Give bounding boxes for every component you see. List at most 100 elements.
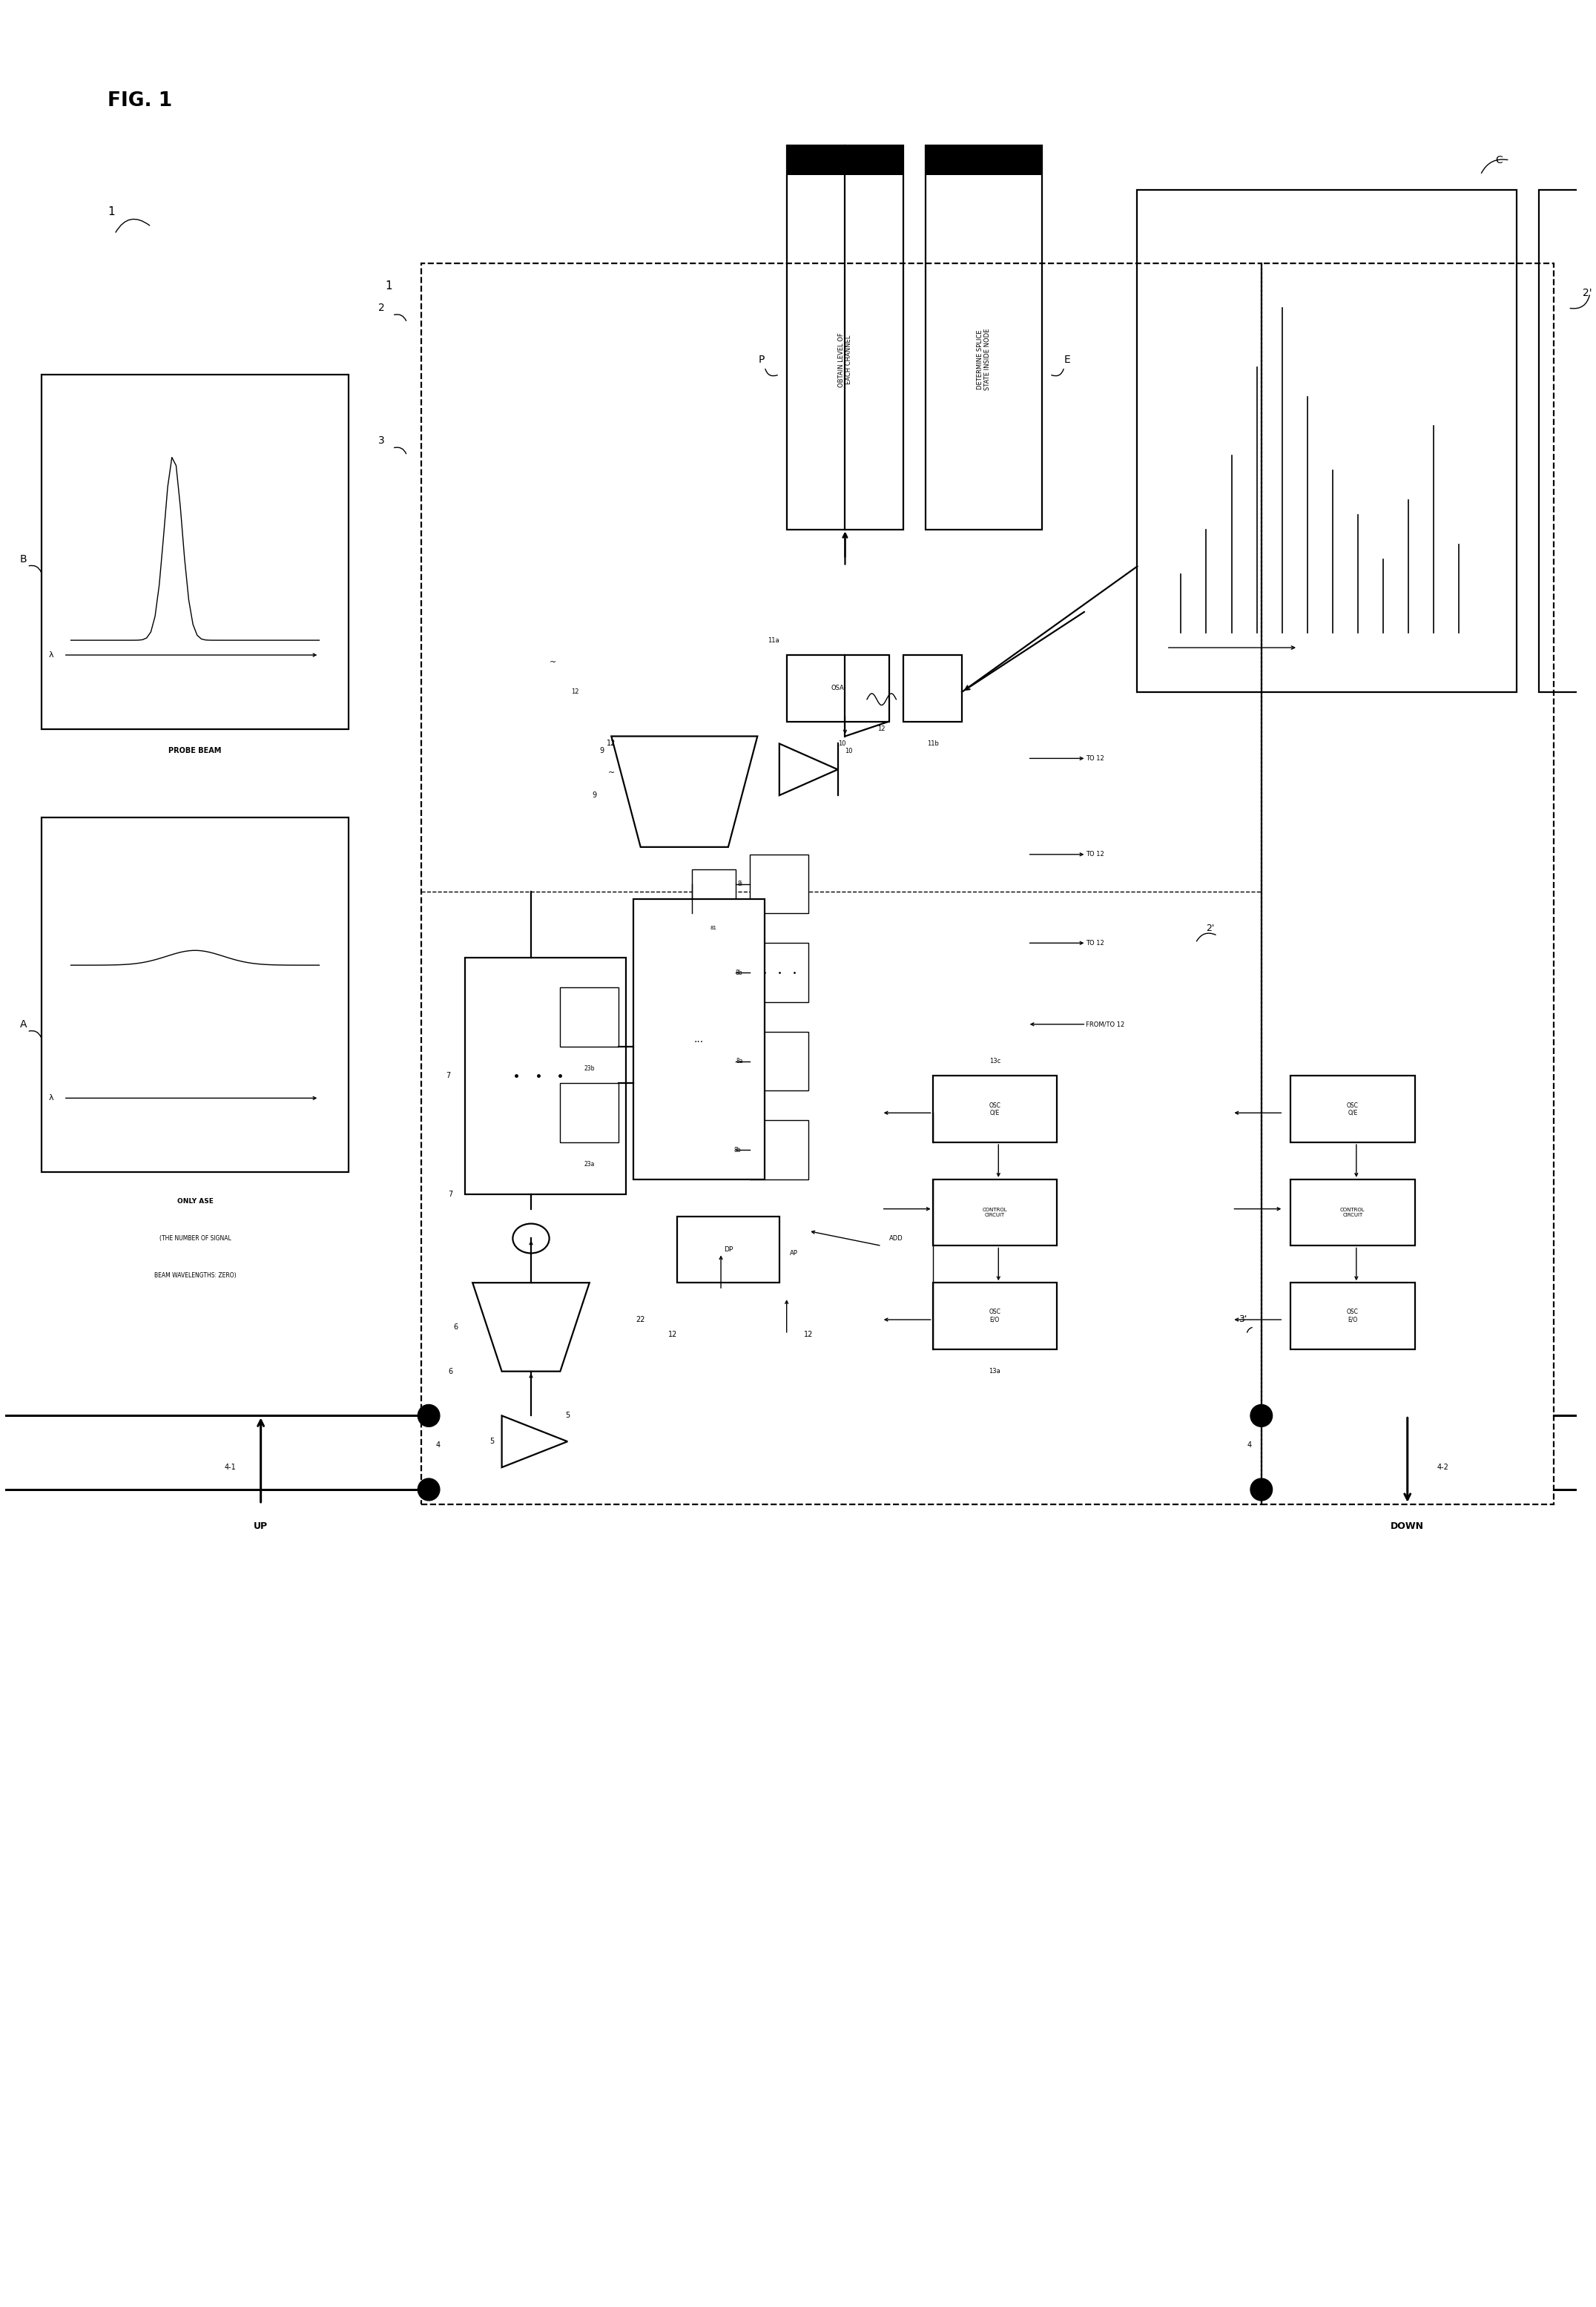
Text: 8i: 8i <box>737 881 742 888</box>
Bar <box>750 1121 809 1179</box>
Text: 11b: 11b <box>927 741 938 747</box>
Text: ONLY ASE: ONLY ASE <box>177 1197 214 1204</box>
Text: 12: 12 <box>667 1331 677 1338</box>
Bar <box>1539 189 1596 692</box>
Bar <box>787 145 903 531</box>
Bar <box>466 957 626 1195</box>
Text: 23a: 23a <box>584 1160 595 1167</box>
Bar <box>634 900 764 1179</box>
Bar <box>932 1179 1057 1246</box>
Text: (THE NUMBER OF SIGNAL: (THE NUMBER OF SIGNAL <box>160 1234 231 1241</box>
Text: λ: λ <box>49 651 54 660</box>
Bar <box>750 944 809 1001</box>
Bar <box>787 145 903 175</box>
Bar <box>932 1075 1057 1142</box>
Text: BEAM WAVELENGTHS: ZERO): BEAM WAVELENGTHS: ZERO) <box>155 1271 236 1278</box>
Text: 7: 7 <box>445 1073 450 1080</box>
Text: 5: 5 <box>490 1437 495 1444</box>
Bar <box>1291 1075 1414 1142</box>
Text: TO 12: TO 12 <box>1087 851 1104 858</box>
Bar <box>41 817 348 1172</box>
Text: DP: DP <box>723 1246 733 1253</box>
Text: ~: ~ <box>608 771 614 777</box>
Bar <box>926 145 1042 175</box>
Text: 3': 3' <box>1238 1315 1246 1324</box>
Text: 4: 4 <box>436 1442 440 1449</box>
Text: 8a: 8a <box>736 1059 742 1064</box>
Bar <box>750 854 809 914</box>
Text: DOWN: DOWN <box>1390 1523 1424 1532</box>
Text: 9: 9 <box>592 791 597 798</box>
Text: TO 12: TO 12 <box>1087 754 1104 761</box>
Text: 22: 22 <box>635 1315 645 1324</box>
Text: 12: 12 <box>878 724 886 731</box>
Text: 1: 1 <box>385 279 393 291</box>
Circle shape <box>1250 1405 1272 1426</box>
Text: E: E <box>1065 355 1071 365</box>
Text: 11a: 11a <box>768 637 779 644</box>
Text: 5: 5 <box>565 1412 570 1419</box>
Text: 12: 12 <box>571 687 579 694</box>
Bar <box>1138 189 1518 692</box>
Text: 8b-: 8b- <box>734 1147 742 1154</box>
Bar <box>932 1283 1057 1350</box>
Text: C: C <box>1495 155 1502 166</box>
Text: OBTAIN LEVEL OF
EACH CHANNEL: OBTAIN LEVEL OF EACH CHANNEL <box>838 332 852 388</box>
Text: OSC
O/E: OSC O/E <box>990 1103 1001 1117</box>
Text: λ: λ <box>49 1094 54 1103</box>
Text: 4-1: 4-1 <box>225 1463 236 1472</box>
Text: 10: 10 <box>844 747 852 754</box>
Text: DETERMINE SPLICE
STATE INSIDE NODE: DETERMINE SPLICE STATE INSIDE NODE <box>977 328 991 390</box>
Text: OSC
E/O: OSC E/O <box>990 1308 1001 1324</box>
Text: 81: 81 <box>710 925 717 930</box>
Circle shape <box>1250 1479 1272 1500</box>
Text: 4: 4 <box>1246 1442 1251 1449</box>
Text: OSA: OSA <box>832 685 844 692</box>
Text: 3: 3 <box>378 436 385 445</box>
Text: OSC
E/O: OSC E/O <box>1347 1308 1358 1324</box>
Text: 6: 6 <box>453 1324 458 1331</box>
Bar <box>1291 1283 1414 1350</box>
Bar <box>421 263 1261 1504</box>
Bar <box>691 870 736 914</box>
Text: CONTROL
CIRCUIT: CONTROL CIRCUIT <box>1341 1209 1365 1218</box>
Text: ADD: ADD <box>889 1234 903 1241</box>
Text: 13c: 13c <box>990 1059 1001 1064</box>
Text: 23b: 23b <box>584 1066 595 1073</box>
Text: FIG. 1: FIG. 1 <box>107 92 172 111</box>
Text: PROBE BEAM: PROBE BEAM <box>169 747 222 754</box>
Bar <box>903 655 962 722</box>
Bar <box>787 655 889 722</box>
Text: 7: 7 <box>448 1190 453 1197</box>
Bar <box>677 1216 779 1283</box>
Text: UP: UP <box>254 1523 268 1532</box>
Bar <box>926 145 1042 531</box>
Circle shape <box>418 1405 440 1426</box>
Text: B: B <box>19 554 27 565</box>
Text: P: P <box>758 355 764 365</box>
Text: AP: AP <box>790 1250 798 1257</box>
Text: 1: 1 <box>107 205 115 217</box>
Text: ~: ~ <box>549 660 557 667</box>
Text: 2: 2 <box>378 302 385 314</box>
Text: 2': 2' <box>1207 923 1215 932</box>
Text: 8b: 8b <box>736 969 742 976</box>
Text: A: A <box>19 1020 27 1029</box>
Text: 2': 2' <box>1583 288 1593 298</box>
Text: 13a: 13a <box>990 1368 1001 1375</box>
Bar <box>1291 1179 1414 1246</box>
Text: 9: 9 <box>600 747 603 754</box>
Bar <box>560 987 619 1047</box>
Text: OSC
O/E: OSC O/E <box>1347 1103 1358 1117</box>
Text: TO 12: TO 12 <box>1087 939 1104 946</box>
Text: CONTROL
CIRCUIT: CONTROL CIRCUIT <box>982 1209 1007 1218</box>
Bar <box>560 1084 619 1142</box>
Bar <box>1261 263 1553 1504</box>
Text: 4-2: 4-2 <box>1436 1463 1449 1472</box>
Text: 6: 6 <box>448 1368 453 1375</box>
Text: ...: ... <box>694 1034 704 1045</box>
Text: 12: 12 <box>606 741 616 747</box>
Circle shape <box>418 1479 440 1500</box>
Bar <box>750 1031 809 1091</box>
Bar <box>41 374 348 729</box>
